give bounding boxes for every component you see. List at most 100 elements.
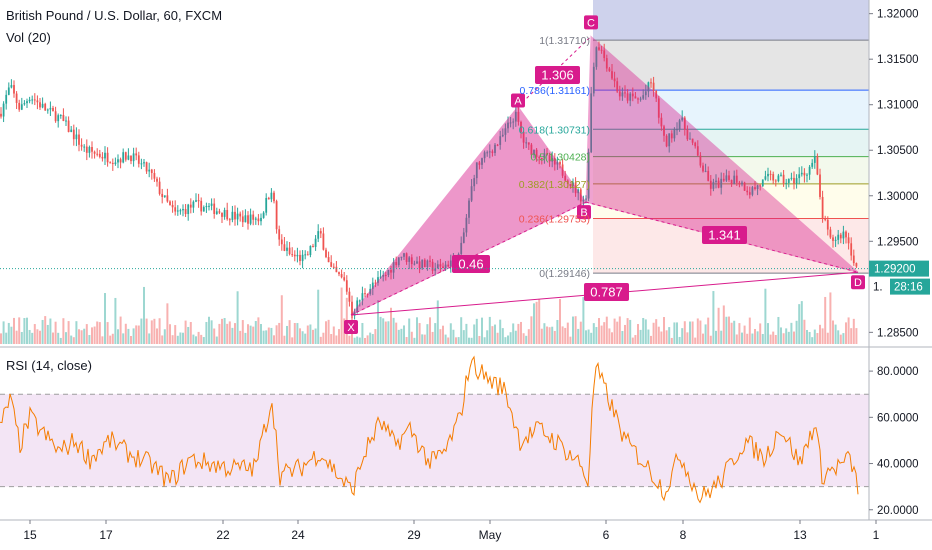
candle-body [304, 254, 307, 256]
candle-body [478, 162, 481, 165]
candle-body [850, 243, 853, 256]
volume-bar [707, 317, 710, 344]
fib-level-label: 0.382(1.30127) [519, 179, 590, 191]
volume-bar [299, 328, 301, 344]
candle-body [179, 210, 182, 212]
pattern-point-badge[interactable] [511, 93, 525, 108]
volume-bar [312, 329, 314, 344]
candle-body [109, 162, 112, 164]
candle-body [395, 262, 398, 266]
candle-body [785, 182, 788, 184]
volume-bar [262, 330, 265, 344]
candle-body [124, 152, 127, 160]
volume-bar [379, 316, 382, 344]
candle-body [15, 93, 18, 103]
candle-body [722, 178, 725, 181]
pattern-point-badge[interactable] [344, 320, 358, 335]
volume-bar [49, 318, 52, 344]
pattern-ratio-badge [535, 66, 580, 84]
rsi-indicator-label[interactable]: RSI (14, close) [6, 358, 92, 373]
candle-body [241, 216, 244, 223]
volume-bar [702, 333, 704, 344]
volume-bar [436, 300, 439, 344]
candle-body [213, 203, 216, 214]
volume-bar [187, 326, 190, 344]
volume-bar [608, 328, 611, 344]
volume-bar [423, 334, 426, 344]
candle-body [221, 212, 223, 217]
volume-bar [839, 334, 842, 344]
candle-body [202, 207, 205, 212]
pattern-point-badge[interactable] [851, 275, 865, 290]
volume-bar [790, 322, 793, 344]
pattern-point-badge[interactable] [584, 15, 598, 30]
candle-body [275, 201, 278, 230]
volume-bar [553, 330, 556, 344]
candle-body [652, 82, 655, 91]
candle-body [392, 262, 395, 273]
candle-body [465, 217, 468, 233]
volume-bar [447, 337, 450, 344]
candle-body [735, 175, 738, 183]
volume-bar [314, 328, 317, 344]
volume-bar [260, 324, 262, 344]
price-tick-label: 1.31500 [877, 54, 919, 66]
candle-body [449, 260, 452, 267]
candle-body [774, 180, 777, 182]
volume-bar [569, 336, 572, 344]
volume-bar [148, 333, 151, 344]
candle-body [338, 272, 340, 275]
pattern-xab-triangle[interactable] [350, 105, 587, 316]
candle-body [621, 92, 624, 97]
candle-body [538, 157, 541, 159]
candle-body [769, 173, 772, 175]
candle-body [798, 174, 801, 179]
candle-body [314, 238, 317, 247]
candle-body [574, 182, 577, 194]
pattern-ratio-badge [584, 283, 629, 301]
candle-body [592, 66, 595, 94]
volume-bar [169, 324, 171, 344]
volume-bar [161, 335, 164, 344]
candle-body [754, 187, 756, 189]
fib-level-label: 0(1.29146) [539, 268, 590, 280]
candle-body [26, 101, 28, 104]
candle-body [663, 126, 665, 136]
candle-body [410, 257, 413, 265]
pattern-point-badge[interactable] [577, 205, 591, 220]
volume-bar [431, 331, 434, 344]
volume-bar [137, 325, 140, 344]
volume-bar [538, 298, 541, 344]
candle-body [761, 179, 764, 187]
candle-body [257, 218, 260, 222]
rsi-tick-label: 60.0000 [877, 412, 919, 424]
volume-bar [132, 328, 135, 344]
volume-bar [361, 322, 364, 344]
volume-bar [587, 329, 590, 344]
candle-body [18, 102, 21, 110]
volume-bar [600, 325, 603, 344]
candle-body [75, 134, 78, 140]
volume-bar [509, 332, 512, 344]
candle-body [267, 197, 270, 200]
pattern-point-label: X [347, 322, 355, 334]
volume-bar [70, 335, 73, 344]
volume-bar [756, 331, 759, 344]
candle-body [585, 198, 587, 200]
volume-bar [527, 329, 530, 344]
candle-body [559, 161, 561, 165]
volume-bar [444, 334, 447, 344]
volume-bar [699, 320, 702, 344]
volume-bar [546, 326, 548, 344]
volume-bar [270, 327, 273, 344]
current-price-tag [869, 260, 929, 277]
volume-bar [106, 322, 109, 344]
volume-bar [119, 316, 122, 344]
candle-body [301, 254, 304, 262]
candle-body [72, 129, 75, 140]
volume-bar [639, 329, 642, 344]
candle-body [834, 239, 837, 241]
volume-indicator-label[interactable]: Vol (20) [6, 30, 51, 45]
volume-bar [353, 337, 356, 344]
